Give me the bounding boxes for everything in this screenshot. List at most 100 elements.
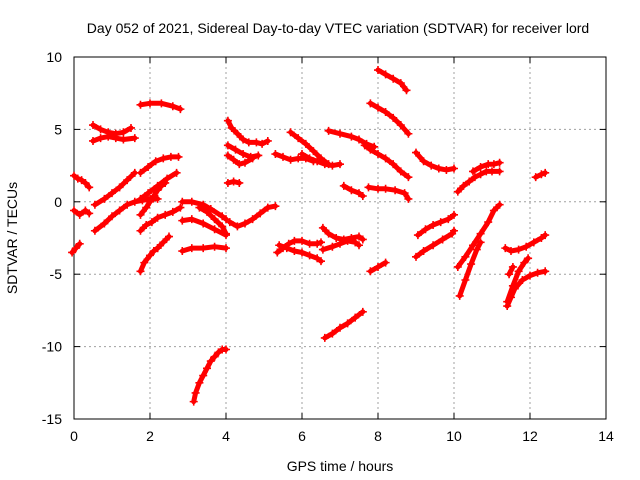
data-point [507,247,515,256]
data-point [187,244,196,253]
x-tick-label: 10 [446,428,462,444]
data-point [210,225,219,234]
data-point [96,134,105,143]
data-point [305,251,314,260]
data-series [223,151,257,169]
data-point [222,345,230,354]
data-point [157,99,166,108]
data-series [413,210,458,240]
data-point [320,160,329,169]
data-point [235,178,244,187]
data-point [541,267,550,276]
data-point [223,116,232,125]
data-point [404,194,413,203]
data-point [396,121,405,130]
series-trace [288,129,332,167]
data-point [522,242,531,251]
data-point [508,262,517,271]
series-trace [375,67,409,93]
data-point [518,275,527,284]
data-point [328,329,337,338]
data-point [168,102,177,111]
data-point [81,178,90,187]
data-point [286,155,295,164]
data-point [469,241,477,250]
grid [74,57,606,419]
data-point [400,189,409,198]
data-point [328,242,337,251]
data-point [210,215,219,224]
data-point [144,189,153,198]
data-series [153,232,173,253]
data-series [298,150,344,170]
data-point [391,186,400,195]
x-tick-label: 14 [598,428,614,444]
data-point [119,135,128,144]
data-point [343,319,352,328]
x-tick-label: 2 [146,428,154,444]
data-point [229,155,238,164]
data-point [389,74,398,83]
data-point [275,241,284,250]
data-point [465,177,474,186]
data-point [199,219,208,228]
data-point [489,160,498,169]
data-point [476,163,485,172]
data-point [90,226,99,235]
x-tick-label: 12 [522,428,538,444]
data-point [178,247,187,256]
data-series [178,242,230,256]
data-series [136,99,185,114]
axis-ticks: 0 2 4 6 8 10 12 14 -15 -10 -5 0 5 10 [42,49,614,444]
data-point [444,215,453,224]
data-point [119,128,128,137]
data-point [136,100,145,109]
data-point [195,203,204,212]
series-trace [191,347,229,405]
series-trace [138,154,181,176]
series-trace [92,170,138,208]
data-point [514,245,523,254]
data-point [489,206,498,215]
data-point [355,135,363,144]
data-point [419,247,428,256]
data-point [241,158,249,167]
data-point [218,222,227,231]
data-series [374,66,411,95]
data-point [313,239,322,248]
data-series [223,177,244,187]
data-point [438,235,447,244]
data-point [453,262,462,271]
data-point [159,238,168,247]
data-point [336,323,344,332]
data-point [223,141,232,150]
data-series [412,148,458,174]
data-point [146,197,154,206]
data-point [96,125,105,134]
data-point [100,219,109,228]
data-point [413,231,422,240]
data-point [355,241,363,250]
data-point [495,200,504,209]
data-point [149,192,158,201]
data-point [294,154,303,163]
data-point [168,207,177,216]
data-point [89,136,97,145]
data-point [108,212,116,221]
data-point [298,236,306,245]
data-point [239,150,248,159]
data-point [404,129,413,138]
data-point [508,281,517,290]
data-point [223,151,232,160]
y-tick-label: -10 [42,339,62,355]
data-point [163,174,172,183]
data-point [374,262,382,271]
data-point [472,245,481,254]
data-point [225,218,234,227]
data-series [453,200,504,271]
data-point [153,181,162,190]
data-series [503,254,533,306]
data-point [374,150,382,159]
series-trace [71,208,92,218]
